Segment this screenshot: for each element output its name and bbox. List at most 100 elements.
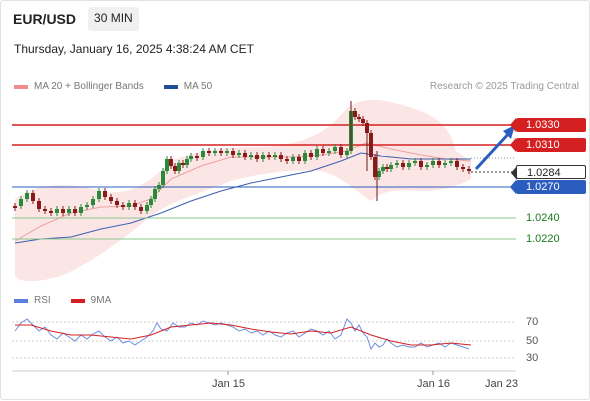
candle (195, 156, 199, 158)
credit-label: Research © 2025 Trading Central (429, 81, 579, 92)
candle (267, 155, 271, 157)
candle (133, 203, 137, 207)
candle (115, 201, 119, 205)
rsi-ma-legend-label: 9MA (90, 295, 112, 306)
candle (165, 159, 169, 171)
candle (413, 161, 417, 163)
candle (79, 207, 83, 213)
candle (177, 163, 181, 171)
candle (201, 151, 205, 157)
instrument-header: EUR/USD 30 MIN (7, 7, 139, 31)
rsi-legend: RSI 9MA (14, 295, 111, 306)
candle (219, 151, 223, 153)
datetime-label: Thursday, January 16, 2025 4:38:24 AM CE… (14, 42, 254, 56)
candle (425, 165, 429, 167)
candle (213, 151, 217, 153)
candle (455, 161, 459, 167)
ma50-swatch (163, 84, 178, 89)
candle (353, 111, 357, 117)
candle (185, 159, 189, 165)
candle (25, 193, 29, 199)
candle (369, 133, 373, 157)
candle (389, 165, 393, 169)
candle (401, 163, 405, 167)
candle (431, 161, 435, 165)
chart-legend: MA 20 + Bollinger Bands MA 50 (14, 81, 212, 92)
candle (449, 161, 453, 163)
rsi-axis-50: 50 (526, 335, 539, 347)
candle (207, 151, 211, 153)
candle (19, 199, 23, 206)
candle (109, 197, 113, 201)
resistance-tag-1: 1.0330 (510, 118, 586, 132)
candle (443, 163, 447, 165)
candle (121, 205, 125, 207)
candle (61, 209, 65, 213)
candle (339, 147, 343, 155)
candle (327, 151, 331, 153)
support-label-1: 1.0240 (526, 212, 560, 224)
timeframe-button[interactable]: 30 MIN (88, 7, 139, 31)
candle (169, 159, 173, 166)
rsi-axis-70: 70 (526, 316, 539, 328)
candle (37, 201, 41, 209)
candle (237, 153, 241, 155)
candle (243, 153, 247, 157)
x-label-jan15: Jan 15 (212, 378, 246, 390)
candle (145, 205, 149, 211)
candle (139, 207, 143, 211)
resistance-tag-2: 1.0310 (510, 138, 586, 152)
candle (225, 151, 229, 153)
candle (31, 193, 35, 201)
candle (333, 147, 337, 151)
candle (297, 157, 301, 161)
candle (173, 166, 177, 171)
candle (127, 203, 131, 207)
candle (381, 167, 385, 171)
candle (361, 119, 365, 123)
candle (357, 117, 361, 119)
candle (97, 191, 101, 199)
candle (273, 155, 277, 157)
forecast-arrow (474, 129, 513, 171)
pivot-tag: 1.0270 (510, 180, 586, 194)
candle (49, 211, 53, 213)
candle (249, 155, 253, 157)
candle (91, 199, 95, 205)
bollinger-band (15, 99, 471, 282)
ma50-line (14, 152, 471, 244)
candle (279, 155, 283, 159)
candlestick-series (13, 101, 471, 216)
rsi-line (14, 318, 470, 351)
candle (153, 189, 157, 199)
candle (149, 199, 153, 205)
candle (285, 159, 289, 161)
candle (231, 151, 235, 155)
candle (161, 171, 165, 185)
candle (461, 167, 465, 169)
candle (189, 156, 193, 159)
candle (315, 149, 319, 157)
candle (43, 209, 47, 211)
candle (437, 161, 441, 165)
candle (467, 169, 471, 171)
support-label-2: 1.0220 (526, 233, 560, 245)
candle (373, 157, 377, 177)
candle (157, 185, 161, 189)
ma20-swatch (14, 84, 28, 89)
ma50-legend-label: MA 50 (183, 81, 213, 92)
symbol-label[interactable]: EUR/USD (13, 11, 77, 27)
rsi-swatch (14, 298, 28, 303)
candle (321, 149, 325, 153)
candle (377, 171, 381, 177)
candle (395, 163, 399, 165)
candle (309, 153, 313, 157)
candle (13, 206, 17, 208)
x-label-jan16: Jan 16 (417, 378, 451, 390)
rsi-ma-swatch (70, 298, 85, 303)
current-price-tag: 1.0284 (511, 165, 586, 180)
candle (67, 209, 71, 213)
rsi-ma-line (15, 322, 472, 346)
ma20-legend-label: MA 20 + Bollinger Bands (34, 81, 144, 92)
